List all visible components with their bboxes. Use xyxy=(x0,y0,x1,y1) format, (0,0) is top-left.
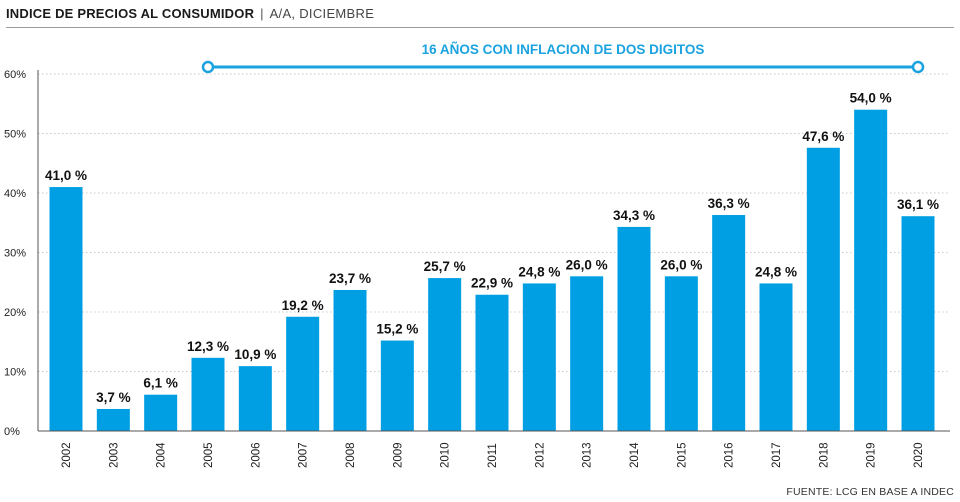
value-label-2011: 22,9 % xyxy=(471,276,513,291)
y-tick-label: 40% xyxy=(4,188,26,200)
bar-2017 xyxy=(759,283,793,431)
x-tick-label-2018: 2018 xyxy=(818,442,830,468)
bar-2003 xyxy=(96,408,130,431)
value-label-2008: 23,7 % xyxy=(329,271,371,286)
title-separator: | xyxy=(260,6,264,21)
value-label-2017: 24,8 % xyxy=(755,264,797,279)
annotation-end-marker xyxy=(911,60,925,74)
source-note: FUENTE: LCG EN BASE A INDEC xyxy=(786,486,954,498)
x-tick-label-2015: 2015 xyxy=(676,442,688,468)
x-axis: 2002 2003 2004 2005 2006 2007 2008 2009 2010 2011… xyxy=(38,430,950,468)
value-label-2010: 25,7 % xyxy=(424,259,466,274)
value-label-2014: 34,3 % xyxy=(613,208,655,223)
value-label-2002: 41,0 % xyxy=(45,168,87,183)
bar-2018 xyxy=(806,147,840,431)
value-label-2018: 47,6 % xyxy=(802,129,844,144)
bar-2005 xyxy=(191,357,225,431)
x-tick-label-2017: 2017 xyxy=(771,442,783,468)
bar-2012 xyxy=(522,283,556,431)
x-tick-label-2004: 2004 xyxy=(156,442,168,468)
bar-2002 xyxy=(49,187,83,431)
value-label-2013: 26,0 % xyxy=(566,257,608,272)
chart-header: INDICE DE PRECIOS AL CONSUMIDOR | A/A, D… xyxy=(6,6,374,26)
annotation-start-marker xyxy=(201,60,215,74)
chart-subtitle: A/A, DICIEMBRE xyxy=(269,6,375,21)
x-tick-label-2012: 2012 xyxy=(534,442,546,468)
value-label-2005: 12,3 % xyxy=(187,339,229,354)
bar-2010 xyxy=(428,278,462,431)
value-label-2015: 26,0 % xyxy=(660,257,702,272)
value-label-2009: 15,2 % xyxy=(376,322,418,337)
header-rule xyxy=(6,27,954,28)
x-tick-label-2013: 2013 xyxy=(582,442,594,468)
bar-2016 xyxy=(712,215,746,431)
y-tick-label: 50% xyxy=(4,129,26,141)
value-label-2003: 3,7 % xyxy=(96,390,131,405)
bar-2011 xyxy=(475,294,509,431)
bar-2020 xyxy=(901,216,935,431)
x-tick-label-2002: 2002 xyxy=(61,442,73,468)
x-tick-label-2019: 2019 xyxy=(866,442,878,468)
y-tick-label: 20% xyxy=(4,307,26,319)
bar-2014 xyxy=(617,226,651,431)
x-tick-label-2008: 2008 xyxy=(345,442,357,468)
x-tick-label-2005: 2005 xyxy=(203,442,215,468)
bar-2004 xyxy=(144,394,178,431)
value-label-2020: 36,1 % xyxy=(897,197,939,212)
chart-title: INDICE DE PRECIOS AL CONSUMIDOR xyxy=(6,6,255,21)
value-label-2012: 24,8 % xyxy=(518,264,560,279)
bar-2009 xyxy=(380,340,414,431)
value-labels: 41,0 % 3,7 % 6,1 % 12,3 % 10,9 % 19,2 % 23,7 %… xyxy=(45,91,939,405)
y-tick-label: 60% xyxy=(4,69,26,81)
bar-2006 xyxy=(238,366,272,431)
value-label-2006: 10,9 % xyxy=(234,347,276,362)
bars xyxy=(49,109,935,431)
value-label-2004: 6,1 % xyxy=(143,376,178,391)
value-label-2007: 19,2 % xyxy=(282,298,324,313)
double-digit-annotation: 16 AÑOS CON INFLACION DE DOS DIGITOS xyxy=(201,42,925,74)
y-tick-label: 10% xyxy=(4,367,26,379)
x-tick-label-2003: 2003 xyxy=(108,442,120,468)
bar-2019 xyxy=(854,109,888,431)
value-label-2019: 54,0 % xyxy=(850,91,892,106)
y-tick-label: 30% xyxy=(4,248,26,260)
bar-2008 xyxy=(333,289,367,431)
bar-2007 xyxy=(286,316,320,431)
bar-2013 xyxy=(570,276,604,431)
x-tick-label-2016: 2016 xyxy=(724,442,736,468)
x-tick-label-2009: 2009 xyxy=(392,442,404,468)
y-tick-label: 0% xyxy=(4,426,20,438)
x-tick-label-2020: 2020 xyxy=(913,442,925,468)
y-axis: 0% 10% 20% 30% 40% 50% 60% xyxy=(4,69,39,438)
x-tick-label-2014: 2014 xyxy=(629,442,641,468)
x-tick-label-2011: 2011 xyxy=(487,443,499,468)
annotation-label: 16 AÑOS CON INFLACION DE DOS DIGITOS xyxy=(422,42,705,57)
value-label-2016: 36,3 % xyxy=(708,196,750,211)
x-tick-label-2007: 2007 xyxy=(298,442,310,468)
bar-2015 xyxy=(664,276,698,431)
x-tick-label-2006: 2006 xyxy=(250,442,262,468)
x-tick-label-2010: 2010 xyxy=(440,442,452,468)
